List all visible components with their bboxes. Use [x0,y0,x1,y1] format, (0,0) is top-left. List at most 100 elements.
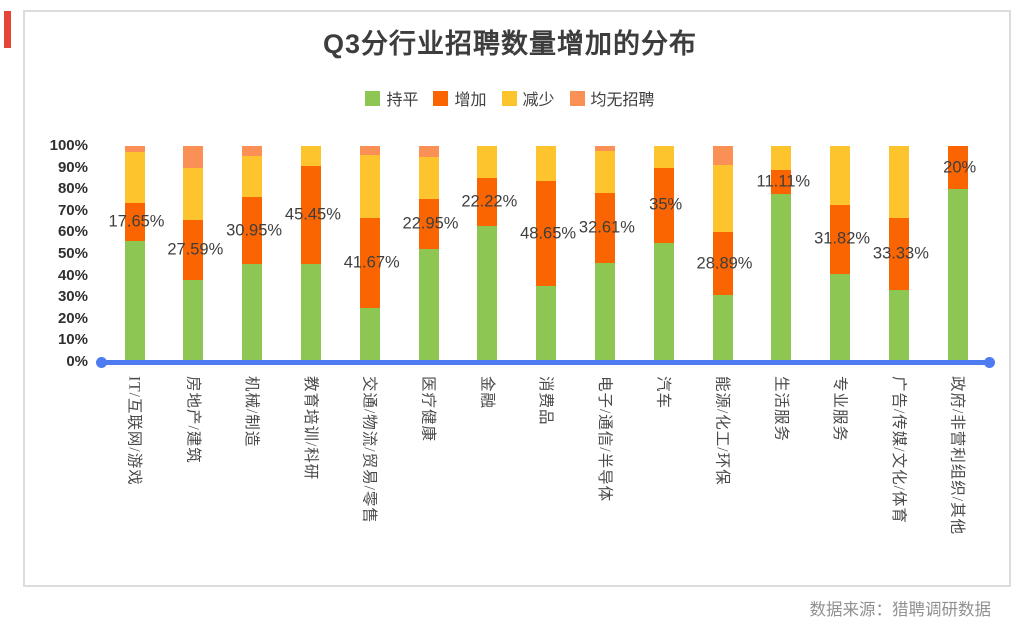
bar-segment-flat [242,264,263,362]
bar-column [300,146,321,362]
category-label: IT/互联网/游戏 [125,376,143,486]
increase-value-label: 41.67% [343,253,400,272]
bar-column [418,146,439,362]
bar-segment-increase [418,199,439,249]
bar-segment-flat [653,243,674,362]
chart-title: Q3分行业招聘数量增加的分布 [322,29,698,59]
legend-item-increase: 增加 [433,86,487,110]
increase-value-label: 22.95% [402,214,459,233]
bar-segment-no-hiring [124,146,145,153]
bar-segment-increase [183,220,204,281]
bar-column [947,146,968,362]
bar-segment-flat [594,263,615,362]
bar-segment-increase [242,197,263,265]
bar-segment-flat [300,263,321,362]
bar-segment-decrease [653,146,674,168]
bar-segment-decrease [536,146,557,182]
category-label: 能源/化工/环保 [713,376,731,486]
bar-segment-no-hiring [183,146,204,169]
legend-label-increase: 增加 [454,92,487,109]
bar-column [594,146,615,362]
legend-swatch-no-hiring [569,90,585,106]
bar-segment-increase [830,204,851,274]
increase-value-label: 33.33% [872,244,929,263]
chart-legend: 持平 增加 减少 均无招聘 [0,86,1020,110]
legend-label-no-hiring: 均无招聘 [590,92,655,109]
legend-item-flat: 持平 [365,86,418,110]
bar-segment-flat [418,248,439,362]
source-note: 数据来源：猎聘调研数据 [809,601,992,619]
bar-column [653,146,674,362]
bar-segment-decrease [477,146,498,179]
increase-value-label: 11.11% [756,172,811,191]
category-label: 汽车 [654,376,672,410]
legend-label-decrease: 减少 [522,92,555,109]
increase-value-label: 48.65% [520,224,577,243]
legend-item-decrease: 减少 [501,86,555,110]
increase-value-label: 35% [649,195,683,214]
bar-column [712,146,733,362]
bar-segment-increase [712,232,733,295]
bar-segment-decrease [594,150,615,193]
increase-value-label: 17.65% [108,212,165,231]
axis-right-dot [983,356,995,368]
legend-swatch-increase [433,90,449,106]
bar-segment-no-hiring [418,146,439,157]
increase-value-label: 28.89% [696,254,753,273]
category-label: 生活服务 [772,376,790,443]
y-axis-tick-label: 0% [66,353,88,370]
bar-segment-increase [947,146,968,190]
category-label: 交通/物流/贸易/零售 [360,376,378,524]
bar-segment-increase [771,170,792,194]
category-label: 消费品 [537,376,555,426]
y-axis-tick-label: 100% [49,137,88,154]
bar-segment-flat [947,189,968,362]
axis-left-dot [95,356,107,368]
y-axis-tick-label: 40% [57,266,88,284]
y-axis-tick-label: 90% [57,158,88,176]
x-axis-line [101,359,989,365]
legend-label-flat: 持平 [386,92,419,109]
bar-segment-no-hiring [359,146,380,155]
increase-value-label: 45.45% [284,205,341,224]
y-axis-tick-label: 10% [57,331,88,349]
bar-segment-flat [477,226,498,362]
category-label: 电子/通信/半导体 [595,376,613,503]
bar-segment-decrease [888,146,909,219]
bar-segment-decrease [830,146,851,205]
bar-segment-decrease [300,146,321,166]
bar-segment-decrease [242,156,263,198]
bar-column [771,146,792,362]
bar-segment-increase [653,167,674,244]
bar-segment-flat [183,280,204,362]
bar-segment-no-hiring [242,146,263,157]
category-label: 教育培训/科研 [301,376,319,481]
bar-segment-flat [830,273,851,362]
bar-segment-decrease [418,156,439,200]
bar-segment-decrease [771,146,792,171]
category-label: 房地产/建筑 [184,376,202,464]
category-label: 专业服务 [831,376,849,443]
increase-value-label: 22.22% [461,192,518,211]
bar-segment-decrease [183,168,204,221]
legend-swatch-decrease [501,90,517,106]
bar-segment-increase [594,192,615,264]
bar-column [359,146,380,362]
increase-value-label: 31.82% [814,229,871,248]
bar-segment-no-hiring [594,146,615,151]
increase-value-label: 20% [943,158,977,177]
category-label: 政府/非营利组织/其他 [948,376,966,536]
y-axis-tick-label: 30% [57,288,88,306]
category-label: 医疗健康 [419,376,437,443]
y-axis-tick-label: 70% [57,201,88,219]
bar-segment-increase [536,181,557,287]
bar-column [183,146,204,362]
bar-segment-flat [359,308,380,362]
bar-segment-flat [888,290,909,362]
bar-segment-flat [536,286,557,362]
bar-segment-increase [477,178,498,227]
increase-value-label: 27.59% [167,240,224,259]
legend-item-no-hiring: 均无招聘 [569,86,655,110]
bar-column [477,146,498,362]
